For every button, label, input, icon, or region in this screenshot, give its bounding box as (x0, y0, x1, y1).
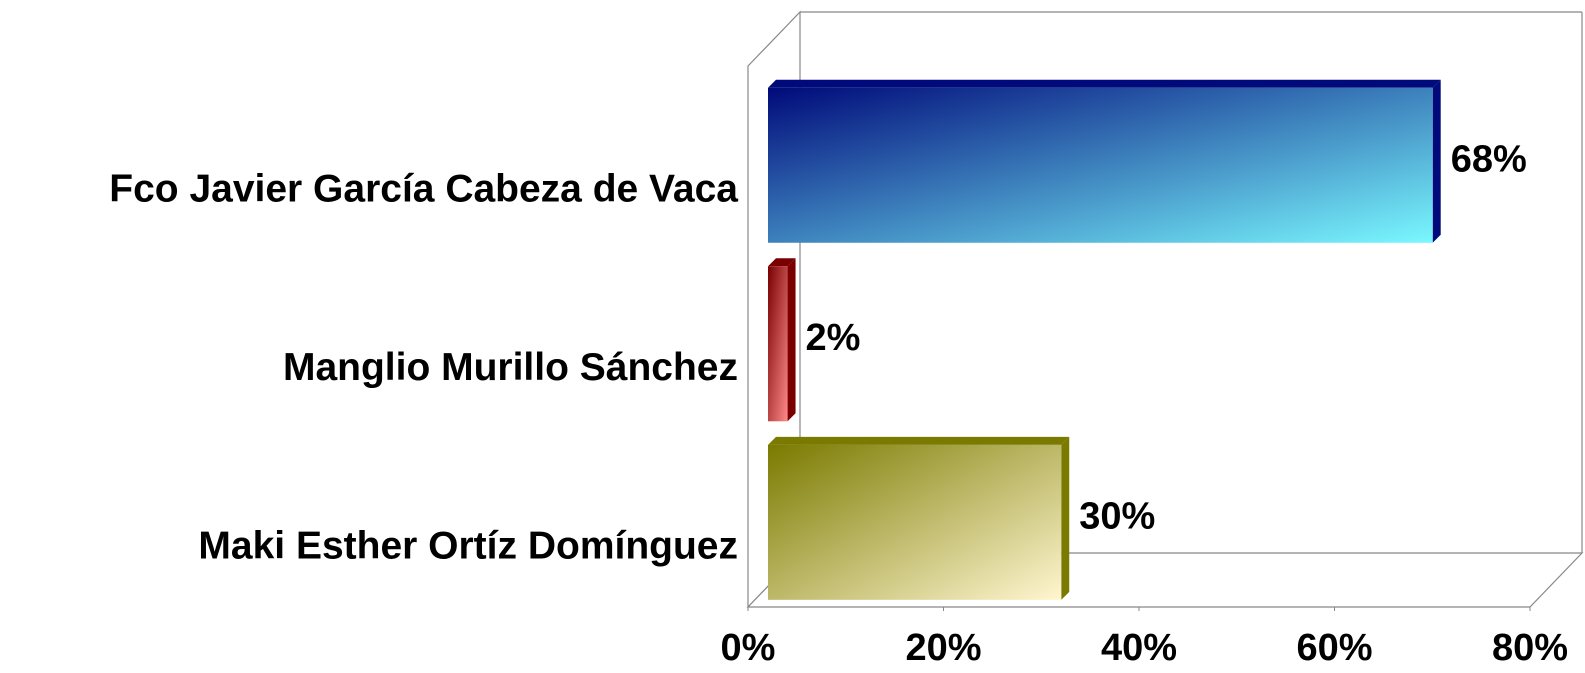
bar (768, 444, 1062, 600)
x-tick-label: 20% (905, 627, 981, 669)
x-tick-label: 80% (1492, 627, 1568, 669)
x-tick-label: 60% (1296, 627, 1372, 669)
bar-top (768, 79, 1441, 88)
x-tick-label: 0% (721, 627, 776, 669)
bar-side (787, 258, 796, 422)
bar-side (1432, 79, 1441, 243)
category-label: Fco Javier García Cabeza de Vaca (109, 168, 738, 211)
value-label: 30% (1079, 495, 1155, 537)
category-label: Manglio Murillo Sánchez (283, 346, 738, 389)
bar (768, 87, 1433, 243)
bar-top (768, 436, 1070, 445)
value-label: 68% (1451, 138, 1527, 180)
category-label: Maki Esther Ortíz Domínguez (198, 525, 738, 568)
value-label: 2% (806, 317, 861, 359)
bar-side (1061, 436, 1070, 600)
bar-top (768, 258, 796, 267)
x-tick-label: 40% (1101, 627, 1177, 669)
bar (768, 266, 788, 422)
